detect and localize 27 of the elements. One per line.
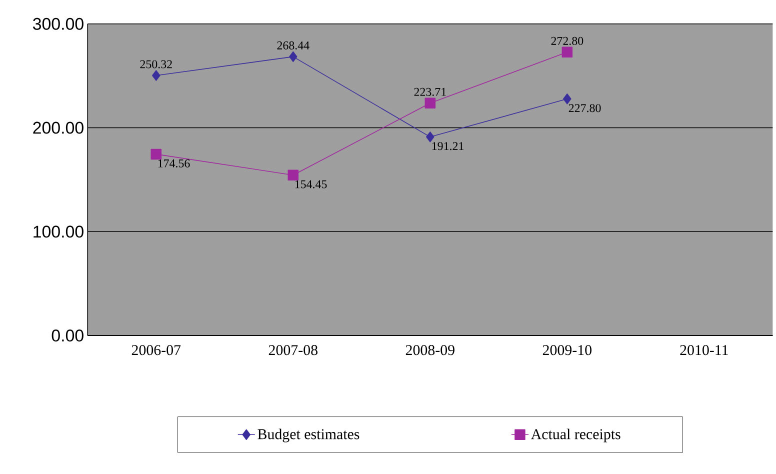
point xyxy=(150,148,162,160)
x-tick-label: 2006-07 xyxy=(132,345,181,356)
data-label: 191.21 xyxy=(432,142,464,150)
data-label: 250.32 xyxy=(140,60,172,68)
data-label: 272.80 xyxy=(551,36,584,45)
point xyxy=(563,94,572,104)
x-tick-label: 2009-10 xyxy=(542,345,592,356)
y-tick-label: 100.00 xyxy=(34,226,84,238)
data-label: 154.45 xyxy=(295,180,327,188)
y-tick-label: 0.00 xyxy=(52,330,84,342)
point xyxy=(424,98,436,109)
y-tick-label: 200.00 xyxy=(33,122,84,134)
legend-label: Actual receipts xyxy=(530,428,620,442)
point xyxy=(288,170,299,180)
data-label: 227.80 xyxy=(568,104,601,112)
legend-label: Budget estimates xyxy=(258,428,360,442)
point xyxy=(426,132,434,142)
y-tick-label: 300.00 xyxy=(32,18,84,30)
data-label: 174.56 xyxy=(158,159,190,168)
point xyxy=(562,46,573,58)
data-label: 268.44 xyxy=(277,41,310,50)
x-tick-label: 2010-11 xyxy=(680,345,728,356)
point xyxy=(289,51,298,62)
point xyxy=(152,70,160,81)
x-tick-label: 2007-08 xyxy=(268,345,318,356)
data-label: 223.71 xyxy=(414,88,446,96)
x-tick-label: 2008-09 xyxy=(406,345,454,356)
